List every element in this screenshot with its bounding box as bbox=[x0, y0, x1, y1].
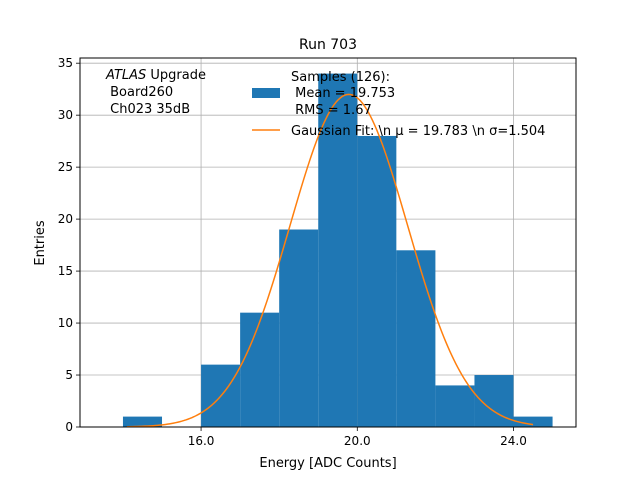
histogram-bar bbox=[357, 135, 397, 427]
svg-text:ATLAS Upgrade: ATLAS Upgrade bbox=[105, 68, 206, 83]
legend: Samples (126): Mean = 19.753 RMS = 1.67 … bbox=[252, 70, 545, 139]
chart-title: Run 703 bbox=[299, 37, 357, 53]
atlas-label: ATLAS bbox=[105, 68, 146, 83]
histogram-bar bbox=[240, 312, 280, 427]
x-tick-label: 20.0 bbox=[344, 434, 371, 448]
gaussian-fit-curve bbox=[126, 93, 534, 428]
x-axis-label: Energy [ADC Counts] bbox=[259, 456, 396, 471]
annotation-line-2: Board260 bbox=[106, 85, 173, 100]
x-axis-ticks: 16.0 20.0 24.0 bbox=[188, 427, 527, 448]
y-tick-label: 5 bbox=[65, 368, 73, 382]
histogram-bar bbox=[279, 229, 319, 427]
legend-hist-line-1: Samples (126): bbox=[291, 70, 390, 85]
y-tick-label: 30 bbox=[58, 108, 73, 122]
plot-frame bbox=[79, 57, 577, 428]
annotation-line-1: Upgrade bbox=[146, 68, 206, 83]
x-tick-label: 16.0 bbox=[188, 434, 215, 448]
y-tick-label: 0 bbox=[65, 420, 73, 434]
y-axis-ticks: 0 5 10 15 20 25 30 35 bbox=[58, 56, 80, 434]
legend-fit-label: Gaussian Fit: \n μ = 19.783 \n σ=1.504 bbox=[291, 124, 545, 139]
histogram-bar bbox=[513, 416, 553, 427]
y-tick-label: 25 bbox=[58, 160, 73, 174]
x-tick-label: 24.0 bbox=[500, 434, 527, 448]
atlas-annotation: ATLAS Upgrade Board260 Ch023 35dB bbox=[105, 68, 206, 117]
histogram-bar bbox=[318, 73, 358, 427]
annotation-line-3: Ch023 35dB bbox=[106, 102, 190, 117]
y-axis-label: Entries bbox=[33, 220, 48, 266]
legend-hist-line-2: Mean = 19.753 bbox=[291, 86, 395, 101]
y-tick-label: 20 bbox=[58, 212, 73, 226]
y-tick-label: 35 bbox=[58, 56, 73, 70]
legend-hist-swatch bbox=[252, 88, 280, 98]
histogram-bars bbox=[122, 73, 553, 427]
y-tick-label: 15 bbox=[58, 264, 73, 278]
histogram-bar bbox=[396, 250, 436, 427]
histogram-bar bbox=[122, 416, 163, 427]
legend-hist-line-3: RMS = 1.67 bbox=[291, 103, 372, 118]
y-tick-label: 10 bbox=[58, 316, 73, 330]
histogram-bar bbox=[435, 385, 475, 427]
